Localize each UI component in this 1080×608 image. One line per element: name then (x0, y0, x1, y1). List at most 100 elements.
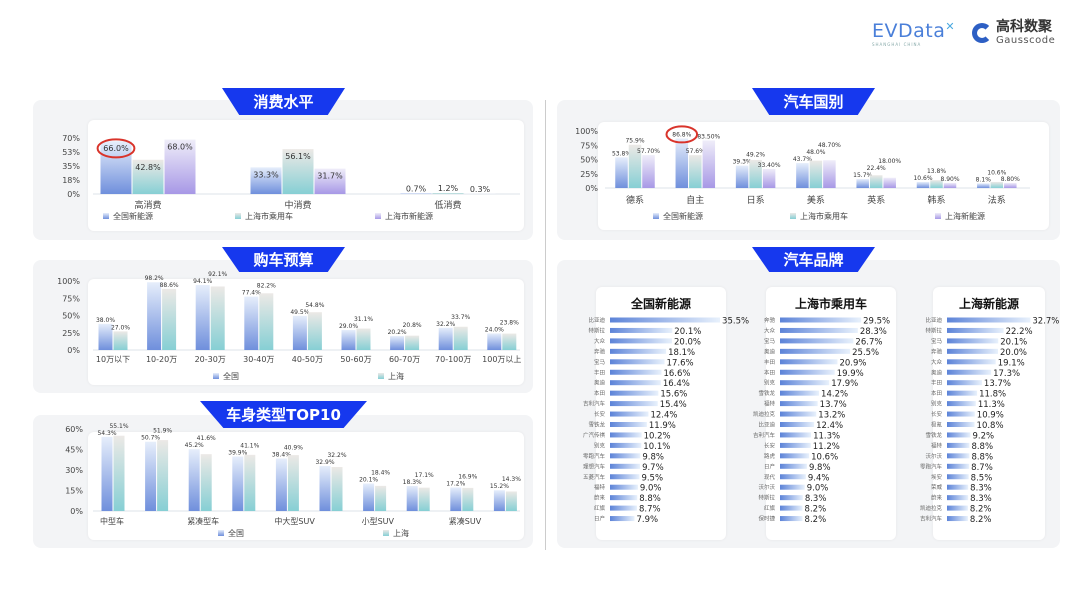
brand-value: 26.7% (855, 337, 882, 347)
brand-bar (947, 474, 969, 480)
title-tab-brand: 汽车品牌 (752, 247, 875, 272)
brand-bar (610, 463, 641, 469)
category-label: 10-20万 (146, 355, 177, 364)
y-tick-label: 15% (65, 487, 83, 496)
brand-value: 11.8% (979, 390, 1006, 400)
data-label: 49.5% (290, 309, 309, 316)
legend-swatch (235, 213, 241, 219)
bar-上海市乘用车 (432, 193, 464, 194)
data-label: 18.3% (403, 479, 422, 486)
bar-全国新能源 (977, 183, 990, 188)
brand-name: 雪铁龙 (588, 421, 605, 429)
brand-bar (947, 516, 968, 522)
bar-上海 (356, 328, 371, 350)
brand-value: 17.6% (667, 358, 694, 368)
brand-value: 15.6% (660, 390, 687, 400)
brand-bar (610, 390, 659, 396)
brand-value: 29.5% (863, 317, 890, 327)
data-label: 57.6% (686, 148, 705, 155)
bar-上海 (307, 312, 322, 350)
brand-name: 本田 (594, 389, 605, 397)
bar-上海 (418, 487, 430, 511)
data-label: 8.1% (976, 176, 992, 183)
brand-value: 10.1% (643, 442, 670, 452)
bar-全国新能源 (735, 165, 749, 188)
brand-value: 8.8% (971, 452, 993, 462)
legend-swatch (375, 213, 381, 219)
brand-value: 20.1% (1000, 337, 1027, 347)
bar-全国 (188, 449, 200, 511)
data-label: 20.2% (388, 329, 407, 336)
brand-bar (780, 442, 811, 448)
brand-bar (610, 495, 638, 501)
bar-全国 (390, 336, 405, 350)
brand-name: 沃尔沃 (925, 452, 942, 460)
brand-name: 长安 (931, 410, 943, 418)
brand-value: 10.6% (811, 452, 838, 462)
brand-bar (610, 453, 641, 459)
bar-全国新能源 (400, 193, 432, 194)
category-label: 德系 (626, 194, 644, 206)
brand-name: 零跑汽车 (920, 462, 943, 470)
brand-name: 理想汽车 (583, 462, 606, 470)
bar-上海市乘用车 (869, 175, 883, 188)
highlight-circle (665, 125, 699, 144)
legend-label: 全国新能源 (663, 211, 703, 221)
bar-全国 (275, 458, 287, 511)
y-tick-label: 0% (67, 346, 80, 355)
brand-value: 9.0% (640, 484, 662, 494)
brand-value: 8.3% (970, 484, 992, 494)
brand-name: 现代 (764, 473, 776, 481)
data-label: 1.2% (438, 184, 459, 193)
data-label: 32.2% (436, 321, 455, 328)
bar-全国新能源 (796, 163, 809, 188)
data-label: 32.2% (327, 452, 346, 459)
bar-上海 (113, 331, 128, 350)
bar-全国新能源 (100, 141, 132, 194)
y-tick-label: 25% (580, 170, 598, 179)
brand-name: 日产 (594, 515, 606, 523)
category-label: 英系 (867, 194, 885, 206)
brand-value: 9.7% (642, 463, 664, 473)
y-tick-label: 70% (62, 134, 80, 143)
evdata-logo-text: EVData (872, 20, 946, 42)
category-label: 50-60万 (340, 355, 371, 364)
brand-card-title: 上海市乘用车 (794, 297, 867, 311)
category-label: 紧凑型车 (187, 516, 219, 526)
brand-value: 9.4% (808, 473, 830, 483)
brand-bar (610, 401, 658, 407)
bar-上海 (259, 293, 274, 350)
data-label: 8.80% (1001, 176, 1020, 183)
bar-全国 (244, 296, 259, 350)
bar-上海 (200, 454, 212, 511)
brand-name: 特斯拉 (925, 326, 942, 334)
data-label: 18.4% (371, 470, 390, 477)
brand-name: 吉利汽车 (753, 431, 776, 439)
brand-bar (780, 317, 862, 323)
brand-name: 奥迪 (594, 379, 606, 387)
category-label: 中消费 (284, 199, 311, 211)
legend-swatch (378, 373, 384, 379)
category-label: 美系 (807, 194, 825, 206)
bar-全国新能源 (675, 138, 689, 188)
bar-全国 (98, 323, 113, 350)
brand-name: 日产 (764, 462, 776, 470)
brand-bar (947, 484, 969, 490)
brand-name: 奥迪 (764, 347, 776, 355)
y-tick-label: 45% (65, 446, 83, 455)
data-label: 33.3% (253, 170, 279, 179)
bar-全国新能源 (615, 157, 628, 188)
brand-bar (947, 369, 992, 375)
gausscode-logo: 高科数聚 Gausscode (972, 20, 1055, 46)
brand-value: 10.8% (977, 421, 1004, 431)
data-label: 15.7% (853, 172, 872, 179)
data-label: 31.7% (317, 172, 343, 181)
center-divider (545, 100, 546, 550)
brand-bar (947, 453, 970, 459)
brand-name: 宝马 (764, 337, 776, 345)
brand-value: 16.4% (663, 379, 690, 389)
category-label: 中型车 (100, 516, 124, 526)
brand-bar (610, 411, 649, 417)
brand-bar (610, 327, 673, 333)
data-label: 88.6% (160, 282, 179, 289)
